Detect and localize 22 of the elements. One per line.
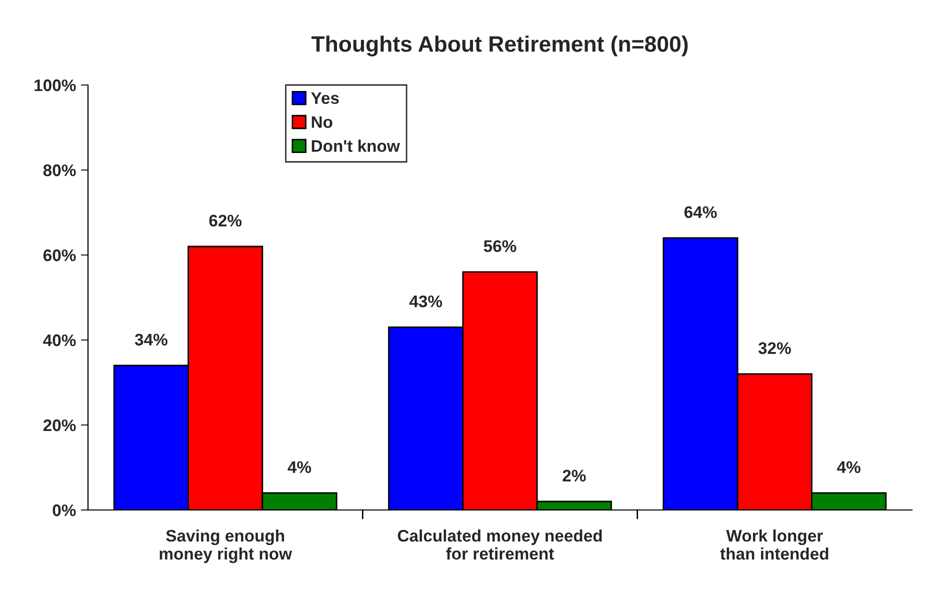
data-label: 43% [409, 295, 442, 308]
y-tick-label: 0% [52, 504, 76, 516]
data-label: 62% [209, 214, 242, 227]
y-tick-label: 40% [43, 334, 76, 346]
data-label: 32% [758, 342, 791, 354]
data-label: 34% [134, 334, 168, 346]
data-label: 2% [562, 470, 586, 482]
data-label: 4% [837, 461, 860, 474]
y-tick-label: 100% [34, 79, 76, 92]
data-label: 64% [684, 206, 717, 218]
y-tick-label: 20% [43, 419, 76, 432]
legend-label: Don't know [312, 140, 400, 152]
y-tick-label: 80% [43, 164, 76, 176]
data-label: 56% [484, 240, 516, 252]
x-tick-label: Work longer than intended [720, 529, 828, 560]
x-tick-label: Saving enough money right now [160, 529, 292, 564]
legend-label: No [312, 116, 332, 128]
legend-label: Yes [311, 92, 339, 104]
y-tick-label: 60% [43, 249, 76, 262]
data-label: 4% [288, 461, 312, 474]
chart-title: Thoughts About Retirement (n=800) [311, 36, 688, 56]
x-tick-label: Calculated money needed for retirement [398, 529, 602, 560]
